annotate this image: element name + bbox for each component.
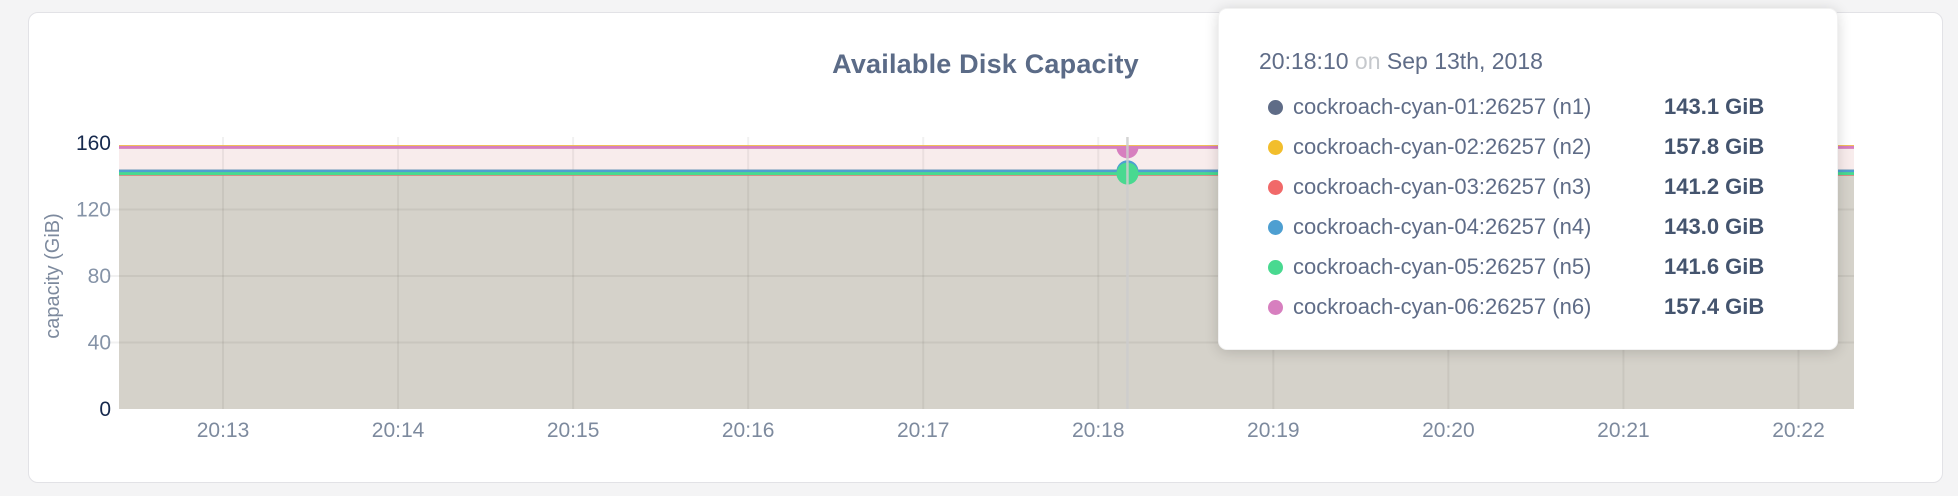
series-name: cockroach-cyan-04:26257 (n4)	[1293, 214, 1592, 239]
y-tick-label: 80	[88, 265, 111, 288]
x-tick-label: 20:15	[547, 419, 600, 442]
tooltip-series-row: cockroach-cyan-05:26257 (n5) 141.6 GiB	[1259, 247, 1813, 287]
series-color-dot-icon	[1268, 100, 1283, 115]
series-name: cockroach-cyan-01:26257 (n1)	[1293, 94, 1592, 119]
x-tick-label: 20:18	[1072, 419, 1125, 442]
series-name: cockroach-cyan-02:26257 (n2)	[1293, 134, 1592, 159]
y-tick-label: 0	[99, 398, 111, 421]
x-tick-label: 20:22	[1772, 419, 1825, 442]
x-tick-label: 20:13	[197, 419, 250, 442]
x-tick-label: 20:20	[1422, 419, 1475, 442]
series-color-dot-icon	[1268, 300, 1283, 315]
series-name: cockroach-cyan-05:26257 (n5)	[1293, 254, 1592, 279]
y-tick-label: 40	[88, 332, 111, 355]
series-value: 143.1 GiB	[1664, 94, 1765, 119]
tooltip-timestamp: 20:18:10 on Sep 13th, 2018	[1259, 47, 1813, 75]
series-color-dot-icon	[1268, 260, 1283, 275]
y-tick-label: 120	[76, 199, 111, 222]
series-value: 143.0 GiB	[1664, 214, 1765, 239]
y-tick-label: 160	[76, 132, 111, 155]
tooltip-series-row: cockroach-cyan-06:26257 (n6) 157.4 GiB	[1259, 287, 1813, 327]
tooltip-time: 20:18:10	[1259, 48, 1349, 74]
tooltip-connector: on	[1354, 48, 1381, 74]
series-value: 157.4 GiB	[1664, 294, 1765, 319]
x-tick-label: 20:16	[722, 419, 775, 442]
y-axis-title: capacity (GiB)	[42, 213, 64, 339]
hover-tooltip: 20:18:10 on Sep 13th, 2018 cockroach-cya…	[1218, 8, 1838, 350]
tooltip-series-row: cockroach-cyan-04:26257 (n4) 143.0 GiB	[1259, 207, 1813, 247]
series-name: cockroach-cyan-03:26257 (n3)	[1293, 174, 1592, 199]
series-value: 157.8 GiB	[1664, 134, 1765, 159]
tooltip-series-row: cockroach-cyan-02:26257 (n2) 157.8 GiB	[1259, 127, 1813, 167]
tooltip-date: Sep 13th, 2018	[1386, 48, 1543, 74]
tooltip-series-row: cockroach-cyan-03:26257 (n3) 141.2 GiB	[1259, 167, 1813, 207]
series-color-dot-icon	[1268, 180, 1283, 195]
x-tick-label: 20:19	[1247, 419, 1300, 442]
series-color-dot-icon	[1268, 140, 1283, 155]
series-value: 141.2 GiB	[1664, 174, 1765, 199]
series-value: 141.6 GiB	[1664, 254, 1765, 279]
series-color-dot-icon	[1268, 220, 1283, 235]
tooltip-series-row: cockroach-cyan-01:26257 (n1) 143.1 GiB	[1259, 87, 1813, 127]
x-tick-label: 20:21	[1597, 419, 1650, 442]
chart-title: Available Disk Capacity	[832, 49, 1139, 79]
x-tick-label: 20:14	[372, 419, 425, 442]
x-tick-label: 20:17	[897, 419, 950, 442]
series-name: cockroach-cyan-06:26257 (n6)	[1293, 294, 1592, 319]
tooltip-series-list: cockroach-cyan-01:26257 (n1) 143.1 GiB coc…	[1259, 87, 1813, 327]
